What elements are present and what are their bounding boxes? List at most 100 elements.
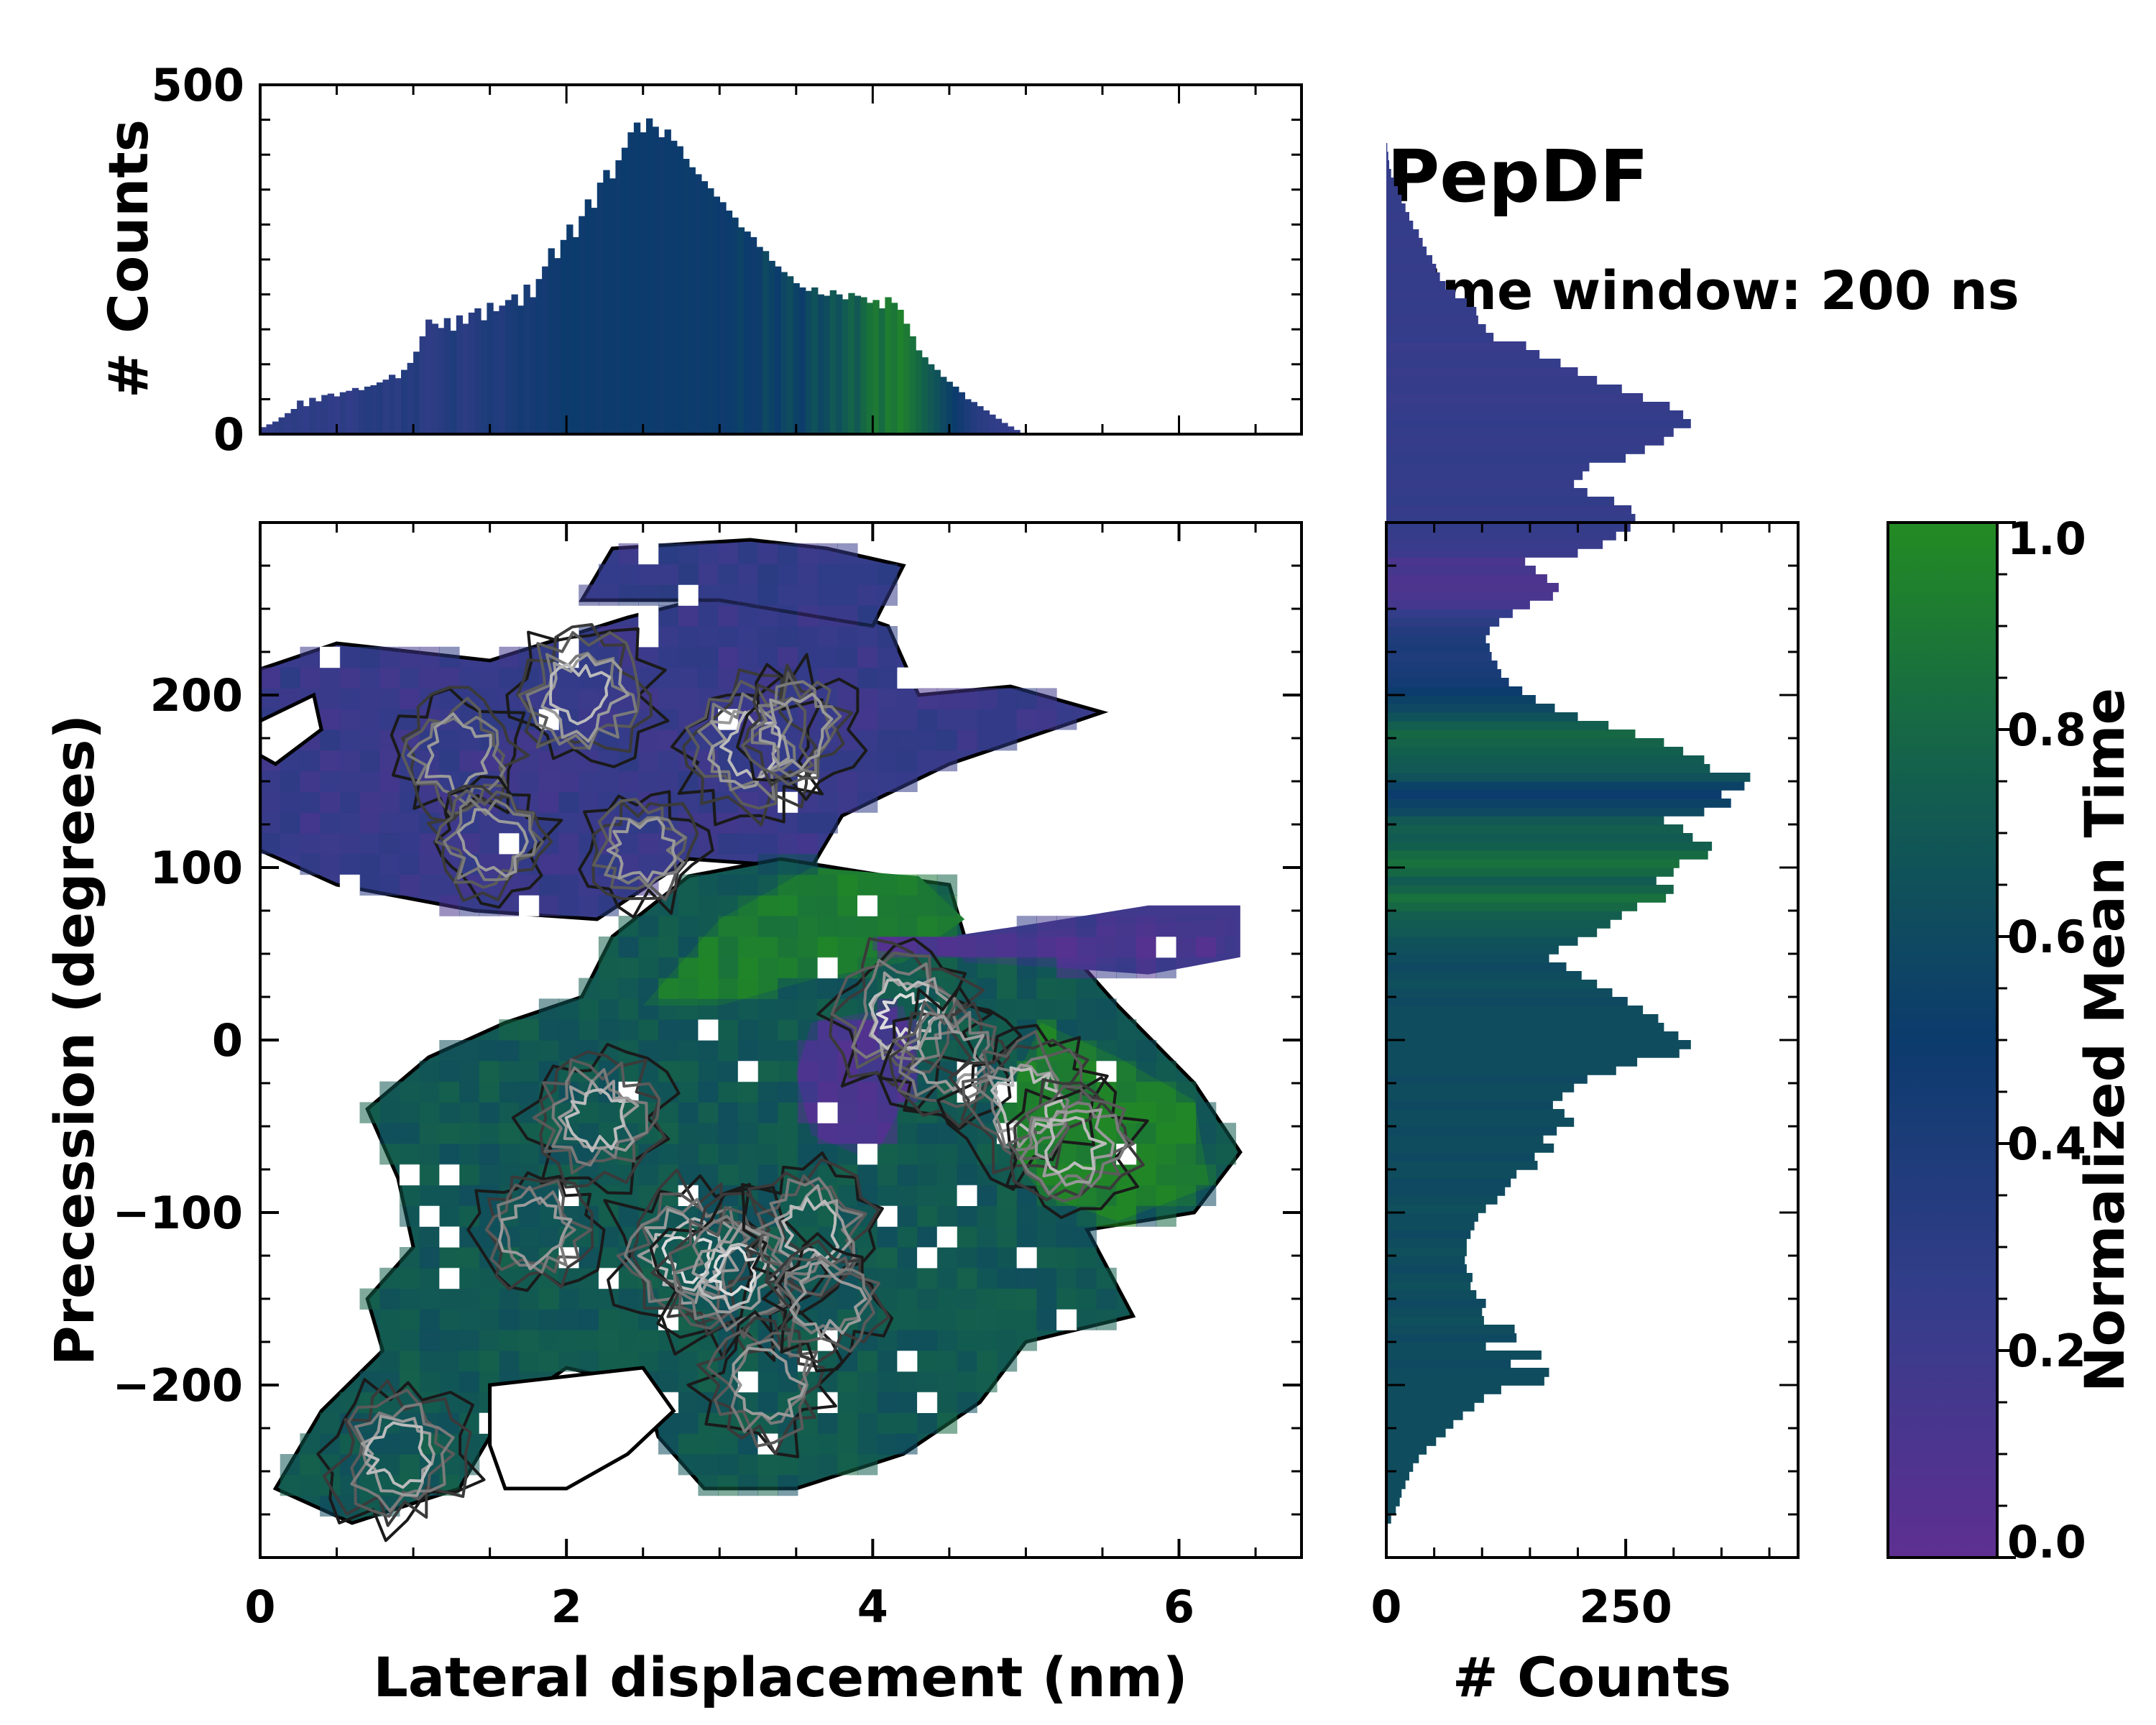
top-histogram-bar xyxy=(591,208,598,434)
heatmap-cell xyxy=(897,1392,918,1413)
heatmap-cell xyxy=(877,874,898,896)
heatmap-cell xyxy=(718,978,739,999)
heatmap-cell xyxy=(618,564,639,585)
heatmap-cell xyxy=(459,1164,480,1186)
heatmap-cell xyxy=(957,1205,977,1227)
heatmap-cell xyxy=(499,1060,520,1082)
heatmap-cell xyxy=(778,812,798,834)
heatmap-cell xyxy=(459,1040,480,1062)
contour-line xyxy=(1030,1108,1115,1187)
top-histogram-bar xyxy=(474,308,482,434)
heatmap-cell xyxy=(957,1267,977,1289)
heatmap-cell xyxy=(857,626,878,648)
heatmap-cell xyxy=(698,895,719,916)
heatmap-cell xyxy=(1036,1267,1057,1289)
heatmap-cell xyxy=(857,730,878,751)
top-histogram-bar xyxy=(805,290,812,434)
heatmap-cell xyxy=(678,543,699,565)
right-histogram-bar xyxy=(1386,1368,1549,1377)
heatmap-cell xyxy=(379,1351,400,1372)
right-histogram-bar xyxy=(1386,255,1432,264)
heatmap-cell xyxy=(698,1019,719,1041)
top-histogram-bar xyxy=(664,129,671,434)
contour-line xyxy=(910,1014,986,1092)
heatmap-cell xyxy=(757,605,778,627)
heatmap-cell xyxy=(359,688,380,709)
heatmap-cell xyxy=(419,1351,440,1372)
top-histogram-bar xyxy=(695,174,702,434)
heatmap-cell xyxy=(598,770,619,792)
heatmap-cell xyxy=(837,874,858,896)
heatmap-cell xyxy=(897,1309,918,1330)
heatmap-cell xyxy=(558,688,579,709)
contour-line xyxy=(1044,1116,1107,1174)
right-histogram-bar xyxy=(1386,1471,1409,1481)
heatmap-cell xyxy=(1056,1288,1077,1310)
right-histogram-bar xyxy=(1386,229,1419,239)
heatmap-cell xyxy=(797,626,819,648)
heatmap-cell xyxy=(538,1309,560,1330)
right-histogram-bar xyxy=(1386,178,1394,187)
heatmap-cell xyxy=(877,1412,898,1434)
heatmap-cell xyxy=(1156,957,1176,979)
top-histogram-bar xyxy=(658,137,665,434)
right-histogram-bar xyxy=(1386,1118,1575,1127)
heatmap-cell xyxy=(897,1288,918,1310)
heatmap-cell xyxy=(857,1144,878,1165)
heatmap-cell xyxy=(1135,957,1157,979)
right-histogram-bar xyxy=(1386,617,1500,627)
right-histogram-bar xyxy=(1386,290,1455,299)
heatmap-cell xyxy=(1016,998,1037,1020)
heatmap-cell xyxy=(757,937,778,958)
heatmap-cell xyxy=(997,730,1018,751)
top-histogram-bar xyxy=(554,258,561,434)
heatmap-cell xyxy=(379,646,400,668)
top-histogram-ticks: 0 500 xyxy=(152,59,1302,461)
heatmap-cell xyxy=(897,1226,918,1248)
right-histogram-bar xyxy=(1386,1351,1542,1360)
heatmap-cell xyxy=(698,978,719,999)
heatmap-cell xyxy=(280,667,300,689)
right-histogram-bar xyxy=(1386,557,1526,566)
heatmap-cell xyxy=(459,750,480,772)
heatmap-cell xyxy=(1056,1247,1077,1269)
heatmap-cell xyxy=(558,1351,579,1372)
heatmap-cell xyxy=(339,874,361,896)
heatmap-cell xyxy=(538,874,560,896)
contour-line xyxy=(762,1232,894,1373)
top-histogram-bar xyxy=(566,224,573,434)
contour-line xyxy=(878,985,1023,1131)
right-histogram-bar xyxy=(1386,712,1578,722)
right-histogram-bar xyxy=(1386,203,1406,213)
heatmap-cell xyxy=(519,1309,540,1330)
right-histogram-bar xyxy=(1386,393,1644,402)
heatmap-cell xyxy=(797,978,819,999)
contour-line xyxy=(987,1063,1069,1149)
heatmap-cell xyxy=(1096,1309,1117,1330)
top-histogram-bar xyxy=(1013,430,1021,434)
heatmap-cell xyxy=(439,1060,460,1082)
heatmap-cell xyxy=(817,1123,838,1144)
right-x-tick-label: 0 xyxy=(1370,1581,1401,1633)
top-histogram-bar xyxy=(756,247,763,434)
top-histogram-bar xyxy=(762,251,770,434)
heatmap-cell xyxy=(579,895,599,916)
contour-line xyxy=(400,686,530,823)
right-histogram-bar xyxy=(1386,238,1423,247)
heatmap-cell xyxy=(320,667,341,689)
heatmap-cell xyxy=(598,750,619,772)
heatmap-cell xyxy=(558,874,579,896)
top-histogram-bar xyxy=(480,320,488,434)
right-histogram-bar xyxy=(1386,764,1710,773)
heatmap-cell xyxy=(579,1102,599,1123)
right-x-tick-label: 250 xyxy=(1579,1581,1672,1633)
heatmap-cell xyxy=(877,626,898,648)
heatmap-cell xyxy=(877,646,898,668)
heatmap-cell xyxy=(558,1309,579,1330)
heatmap-cell xyxy=(698,937,719,958)
heatmap-cell xyxy=(1156,1205,1176,1227)
top-histogram-bar xyxy=(266,424,273,434)
heatmap-cell xyxy=(1116,937,1137,958)
heatmap-cell xyxy=(1056,1267,1077,1289)
contour-line xyxy=(971,1055,1070,1151)
